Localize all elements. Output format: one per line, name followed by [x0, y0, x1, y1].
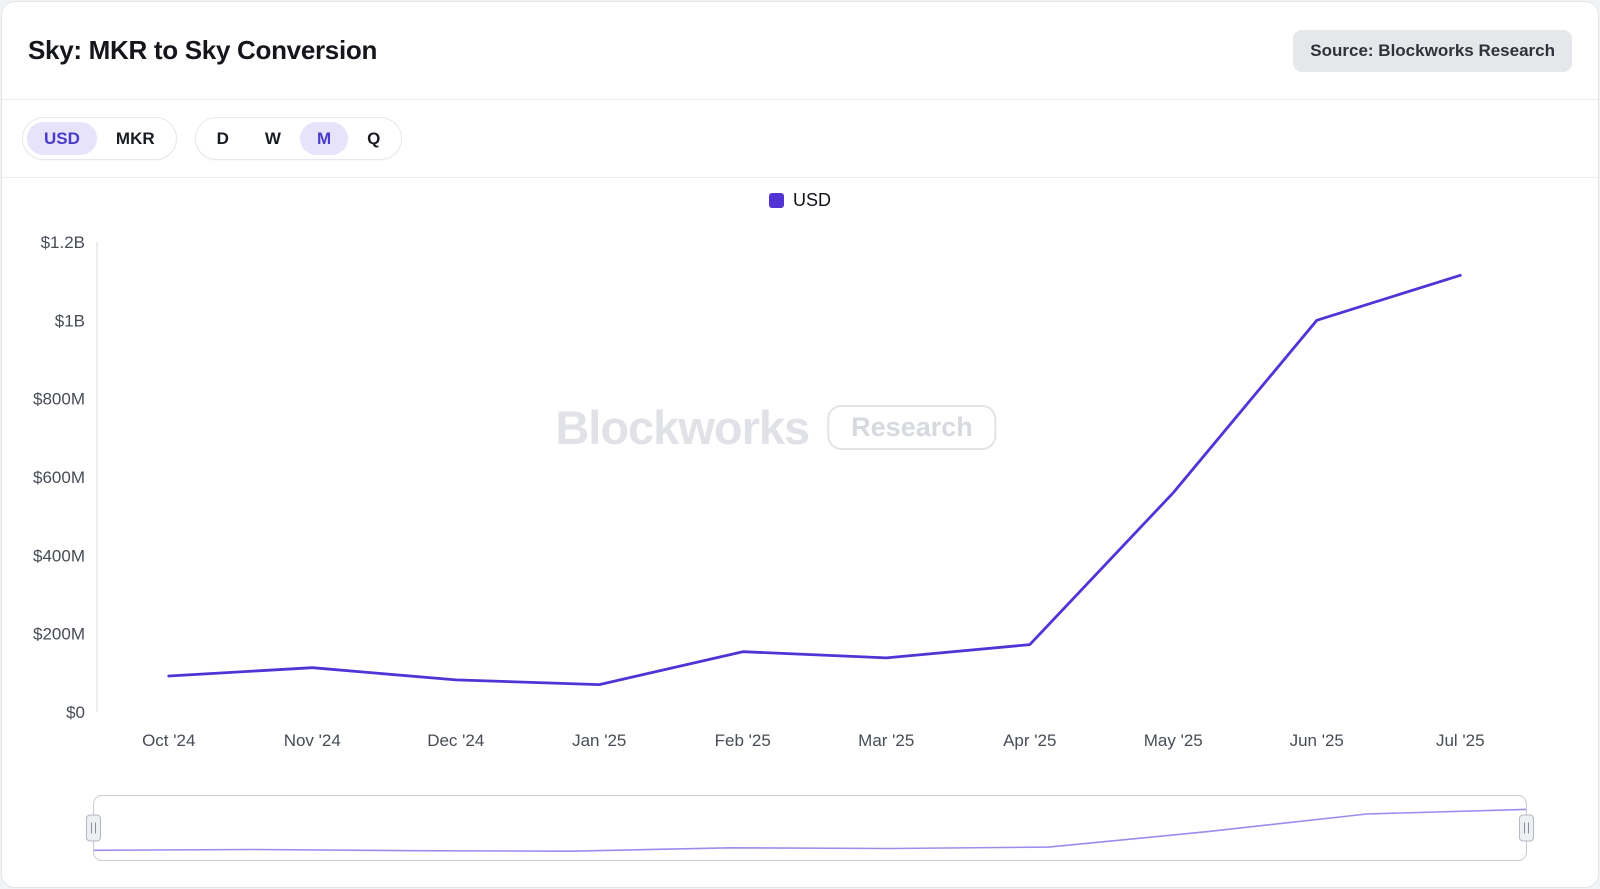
y-axis-tick: $200M	[33, 625, 85, 644]
drag-grip-icon	[91, 822, 96, 834]
x-axis-tick: Oct '24	[142, 731, 195, 750]
source-badge: Source: Blockworks Research	[1293, 29, 1572, 72]
x-axis-tick: Feb '25	[715, 731, 771, 750]
header: Sky: MKR to Sky Conversion Source: Block…	[2, 2, 1598, 100]
drag-grip-icon	[1524, 822, 1529, 834]
toggle-weekly[interactable]: W	[248, 122, 298, 155]
x-axis-tick: Jan '25	[572, 731, 626, 750]
x-axis-tick: Nov '24	[284, 731, 341, 750]
x-axis-tick: Jul '25	[1436, 731, 1485, 750]
x-axis-tick: Apr '25	[1003, 731, 1056, 750]
toggle-monthly[interactable]: M	[299, 122, 349, 155]
toggle-usd[interactable]: USD	[27, 122, 97, 155]
y-axis-tick: $1.2B	[41, 233, 85, 252]
x-axis-tick: May '25	[1144, 731, 1203, 750]
y-axis-tick: $800M	[33, 390, 85, 409]
legend-swatch	[768, 192, 784, 208]
toggle-daily[interactable]: D	[200, 122, 246, 155]
navigator-left-handle[interactable]	[86, 814, 101, 842]
toggle-mkr[interactable]: MKR	[99, 122, 172, 155]
y-axis-tick: $0	[66, 703, 85, 722]
series-line	[167, 273, 1462, 687]
legend-item-usd[interactable]: USD	[768, 189, 831, 211]
legend: USD	[2, 178, 1598, 222]
currency-toggle-group: USD MKR	[22, 117, 177, 160]
page-title: Sky: MKR to Sky Conversion	[28, 35, 378, 65]
line-chart: $0 $200M $400M $600M $800M $1B $1.2B Oct '24 Nov…	[33, 233, 1485, 750]
navigator-mini-chart	[94, 796, 1526, 860]
toolbar: USD MKR D W M Q	[2, 100, 1598, 178]
y-axis-tick: $400M	[33, 546, 85, 565]
x-axis-tick: Mar '25	[858, 731, 914, 750]
y-axis-tick: $1B	[55, 311, 85, 330]
navigator-right-handle[interactable]	[1519, 814, 1534, 842]
toggle-quarterly[interactable]: Q	[350, 122, 397, 155]
chart-area: Blockworks Research $0 $200M $400M $600M $80…	[2, 222, 1598, 774]
x-axis-tick: Jun '25	[1290, 731, 1344, 750]
navigator-series-line	[94, 809, 1526, 851]
y-axis-tick: $600M	[33, 468, 85, 487]
x-axis-tick: Dec '24	[427, 731, 484, 750]
legend-label: USD	[792, 189, 831, 210]
interval-toggle-group: D W M Q	[194, 117, 403, 160]
range-navigator[interactable]	[86, 795, 1534, 861]
